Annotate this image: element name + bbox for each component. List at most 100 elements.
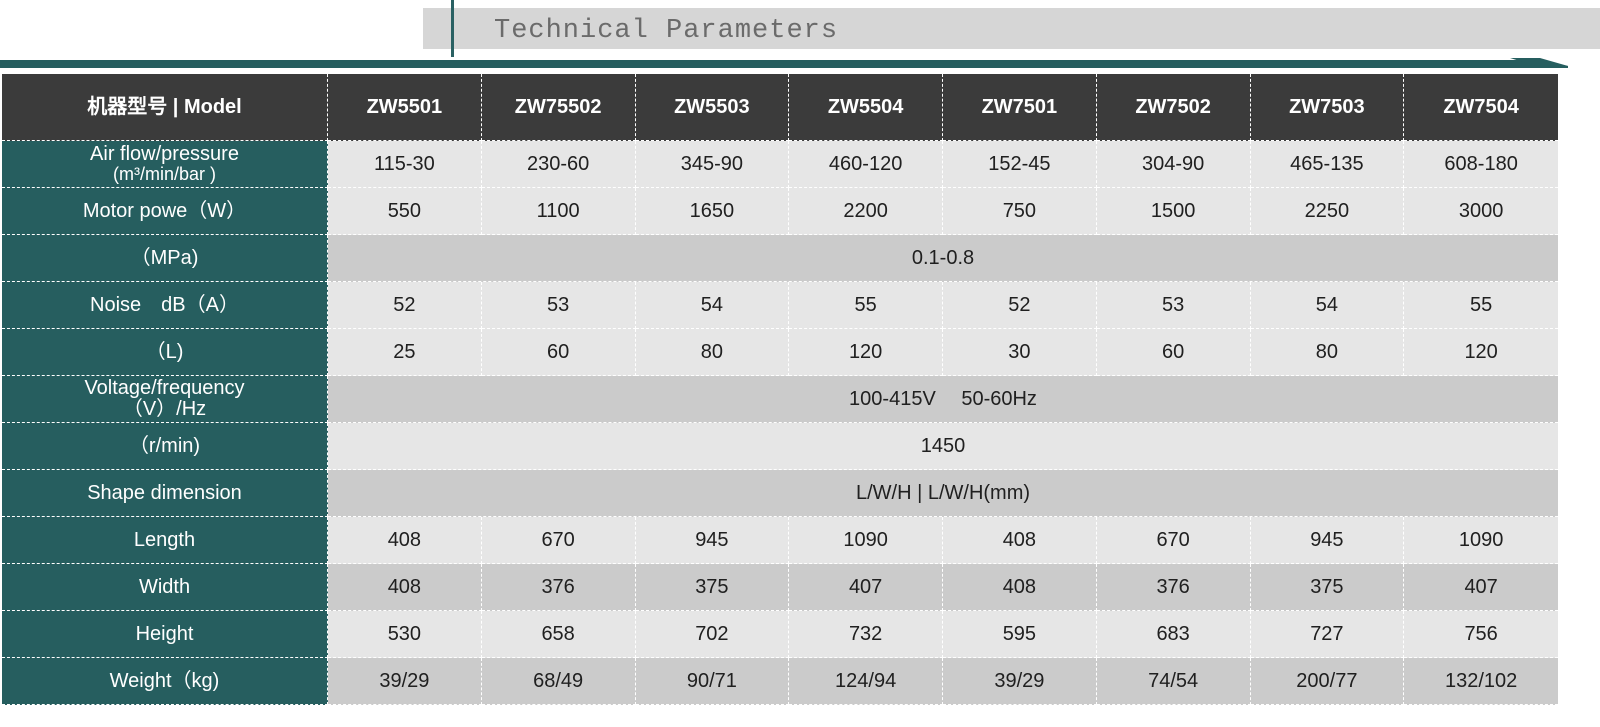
model-header: ZW5503	[635, 74, 790, 141]
table-cell: 132/102	[1404, 658, 1558, 705]
table-cell: 375	[635, 564, 790, 611]
merged-cell: L/W/H | L/W/H(mm)	[328, 470, 1558, 517]
table-cell: 683	[1096, 611, 1251, 658]
table-cell: 39/29	[328, 658, 482, 705]
table-cell: 595	[943, 611, 1097, 658]
row-label: （MPa)	[2, 235, 328, 282]
table-cell: 1090	[789, 517, 943, 564]
table-cell: 54	[635, 282, 790, 329]
table-cell: 1500	[1096, 188, 1251, 235]
table-cell: 530	[328, 611, 482, 658]
table-row-width: Width 408 376 375 407 408 376 375 407	[2, 564, 1558, 611]
table-cell: 115-30	[328, 141, 482, 188]
table-cell: 2200	[789, 188, 943, 235]
table-cell: 52	[943, 282, 1097, 329]
row-label: （L)	[2, 329, 328, 376]
table-cell: 756	[1404, 611, 1558, 658]
table-cell: 945	[635, 517, 790, 564]
table-cell: 120	[789, 329, 943, 376]
page-title: Technical Parameters	[494, 16, 839, 46]
table-cell: 345-90	[635, 141, 790, 188]
table-cell: 80	[635, 329, 790, 376]
table-row-air-flow: Air flow/pressure (m³/min/bar ) 115-30 2…	[2, 141, 1558, 188]
row-label: Motor powe（W）	[2, 188, 328, 235]
table-row-speed: （r/min) 1450	[2, 423, 1558, 470]
table-cell: 30	[943, 329, 1097, 376]
arrow-divider	[0, 58, 1568, 68]
table-cell: 39/29	[943, 658, 1097, 705]
title-band	[423, 8, 1600, 49]
merged-cell: 0.1-0.8	[328, 235, 1558, 282]
table-cell: 407	[789, 564, 943, 611]
table-cell: 52	[328, 282, 482, 329]
row-label: （r/min)	[2, 423, 328, 470]
table-cell: 90/71	[635, 658, 790, 705]
model-header-label: 机器型号 | Model	[2, 74, 328, 141]
model-header: ZW75502	[481, 74, 636, 141]
row-label-line: Voltage/frequency	[84, 377, 245, 399]
table-cell: 55	[789, 282, 943, 329]
table-cell: 54	[1250, 282, 1405, 329]
table-cell: 408	[328, 564, 482, 611]
table-cell: 945	[1250, 517, 1405, 564]
table-cell: 60	[1096, 329, 1251, 376]
table-cell: 25	[328, 329, 482, 376]
table-cell: 658	[481, 611, 636, 658]
table-cell: 1650	[635, 188, 790, 235]
row-label: Air flow/pressure (m³/min/bar )	[2, 141, 328, 188]
model-header: ZW5501	[328, 74, 482, 141]
table-cell: 55	[1404, 282, 1558, 329]
merged-cell: 1450	[328, 423, 1558, 470]
table-cell: 2250	[1250, 188, 1405, 235]
table-cell: 1090	[1404, 517, 1558, 564]
technical-parameters-table: 机器型号 | Model ZW5501 ZW75502 ZW5503 ZW550…	[2, 74, 1558, 705]
table-cell: 230-60	[481, 141, 636, 188]
table-cell: 407	[1404, 564, 1558, 611]
table-cell: 53	[481, 282, 636, 329]
table-cell: 702	[635, 611, 790, 658]
table-row-length: Length 408 670 945 1090 408 670 945 1090	[2, 517, 1558, 564]
table-cell: 124/94	[789, 658, 943, 705]
row-label: Width	[2, 564, 328, 611]
table-row-weight: Weight（kg) 39/29 68/49 90/71 124/94 39/2…	[2, 658, 1558, 705]
table-cell: 732	[789, 611, 943, 658]
merged-cell: 100-415V 50-60Hz	[328, 376, 1558, 423]
model-header: ZW5504	[789, 74, 943, 141]
table-cell: 408	[943, 564, 1097, 611]
table-cell: 408	[328, 517, 482, 564]
row-label-unit: (m³/min/bar )	[113, 164, 216, 185]
table-cell: 465-135	[1250, 141, 1405, 188]
row-label: Voltage/frequency （V）/Hz	[2, 376, 328, 423]
table-cell: 60	[481, 329, 636, 376]
table-cell: 750	[943, 188, 1097, 235]
table-cell: 1100	[481, 188, 636, 235]
table-cell: 460-120	[789, 141, 943, 188]
table-cell: 152-45	[943, 141, 1097, 188]
table-cell: 375	[1250, 564, 1405, 611]
row-label: Height	[2, 611, 328, 658]
table-row-shape-dimension: Shape dimension L/W/H | L/W/H(mm)	[2, 470, 1558, 517]
table-row-height: Height 530 658 702 732 595 683 727 756	[2, 611, 1558, 658]
table-cell: 3000	[1404, 188, 1558, 235]
table-cell: 376	[1096, 564, 1251, 611]
model-header: ZW7501	[943, 74, 1097, 141]
row-label-line: Air flow/pressure	[90, 143, 239, 166]
row-label: Length	[2, 517, 328, 564]
table-cell: 120	[1404, 329, 1558, 376]
row-label: Noise dB（A）	[2, 282, 328, 329]
table-row-tank-volume: （L) 25 60 80 120 30 60 80 120	[2, 329, 1558, 376]
title-tick-mark	[451, 0, 454, 57]
model-header: ZW7503	[1250, 74, 1405, 141]
table-cell: 608-180	[1404, 141, 1558, 188]
table-cell: 376	[481, 564, 636, 611]
table-cell: 200/77	[1250, 658, 1405, 705]
model-header: ZW7504	[1404, 74, 1558, 141]
table-row-motor-power: Motor powe（W） 550 1100 1650 2200 750 150…	[2, 188, 1558, 235]
table-cell: 53	[1096, 282, 1251, 329]
row-label: Weight（kg)	[2, 658, 328, 705]
model-header: ZW7502	[1096, 74, 1251, 141]
row-label-unit: （V）/Hz	[122, 398, 207, 420]
header-row: 机器型号 | Model ZW5501 ZW75502 ZW5503 ZW550…	[2, 74, 1558, 141]
table-cell: 408	[943, 517, 1097, 564]
table-cell: 80	[1250, 329, 1405, 376]
